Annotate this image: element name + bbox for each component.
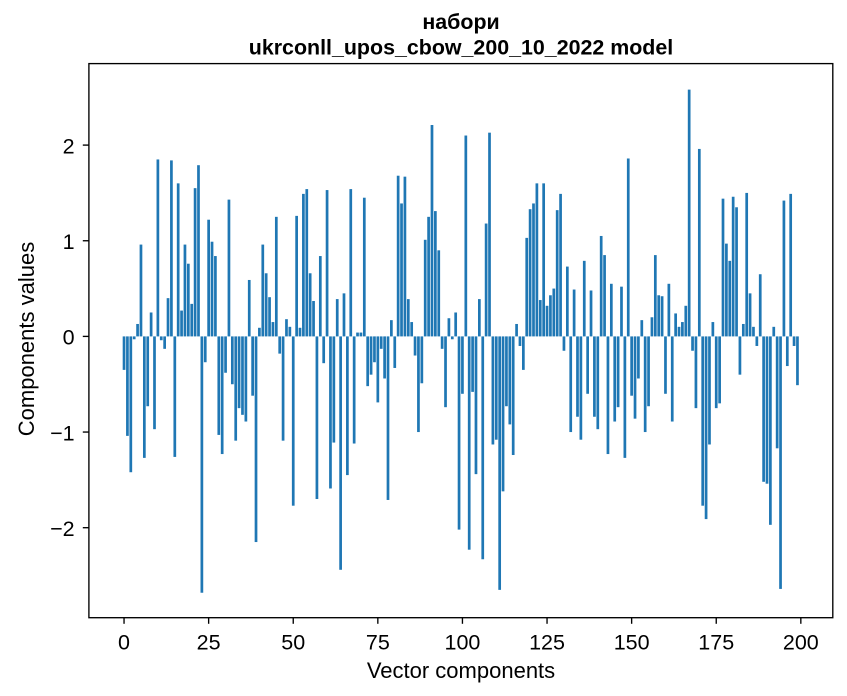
svg-text:−1: −1 — [50, 421, 75, 445]
svg-text:0: 0 — [63, 326, 75, 350]
svg-text:набори: набори — [422, 10, 499, 34]
svg-text:75: 75 — [366, 631, 390, 655]
svg-text:−2: −2 — [50, 517, 75, 541]
svg-text:2: 2 — [63, 134, 75, 158]
svg-text:25: 25 — [197, 631, 221, 655]
svg-text:Vector components: Vector components — [367, 658, 555, 683]
svg-text:50: 50 — [281, 631, 305, 655]
svg-text:100: 100 — [445, 631, 481, 655]
svg-text:175: 175 — [698, 631, 734, 655]
svg-text:150: 150 — [614, 631, 650, 655]
svg-text:Components values: Components values — [14, 242, 39, 436]
svg-text:1: 1 — [63, 230, 75, 254]
svg-text:200: 200 — [783, 631, 819, 655]
svg-text:125: 125 — [529, 631, 565, 655]
svg-text:ukrconll_upos_cbow_200_10_2022: ukrconll_upos_cbow_200_10_2022 model — [249, 36, 673, 60]
svg-text:0: 0 — [118, 631, 130, 655]
